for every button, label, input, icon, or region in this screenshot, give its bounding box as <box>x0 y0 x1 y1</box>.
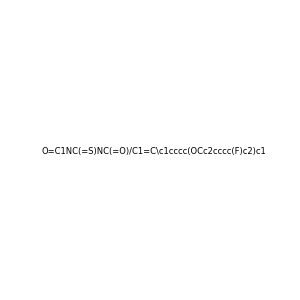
Text: O=C1NC(=S)NC(=O)/C1=C\c1cccc(OCc2cccc(F)c2)c1: O=C1NC(=S)NC(=O)/C1=C\c1cccc(OCc2cccc(F)… <box>41 147 266 156</box>
